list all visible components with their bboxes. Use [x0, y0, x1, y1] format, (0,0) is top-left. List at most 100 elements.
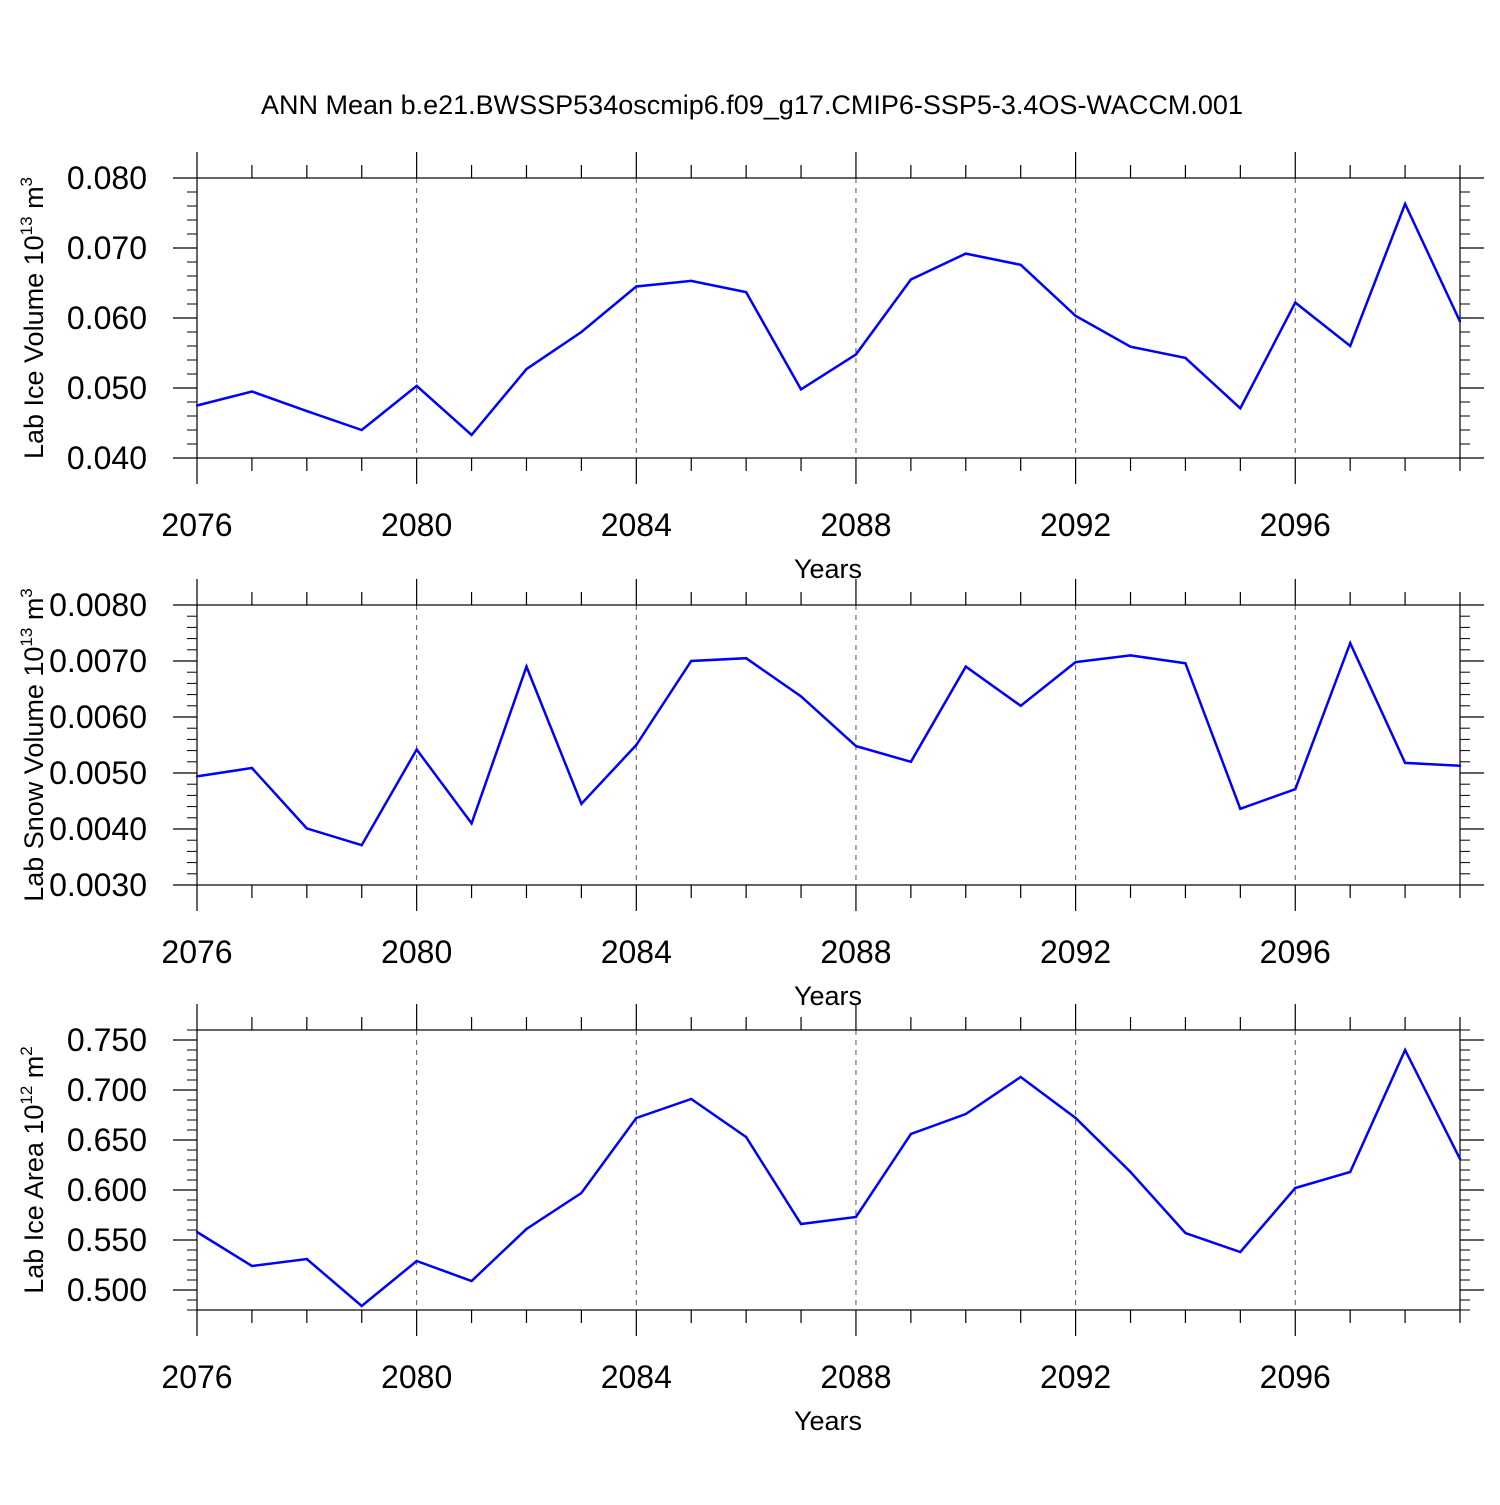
data-point — [1294, 301, 1297, 304]
data-point — [1403, 761, 1407, 765]
data-point — [1129, 654, 1132, 657]
y-tick-label: 0.600 — [67, 1172, 147, 1208]
y-label-unit: m — [19, 598, 49, 628]
x-tick-label: 2092 — [1040, 934, 1111, 970]
data-point — [854, 744, 858, 748]
data-point — [580, 330, 583, 334]
y-label-exponent: 12 — [17, 1086, 36, 1105]
y-label-unit: m — [19, 186, 49, 216]
data-point — [744, 290, 748, 294]
data-point — [1348, 344, 1352, 348]
panel-1: 2076 2080 2084 2088 2092 2096 Years 0.040 0.050 0… — [17, 152, 1484, 584]
x-tick-label: 2088 — [820, 507, 891, 543]
x-tick-label: 2076 — [161, 507, 232, 543]
y-tick-label: 0.500 — [67, 1272, 147, 1308]
data-point — [415, 748, 418, 751]
data-point — [1074, 1116, 1077, 1120]
data-point — [1074, 314, 1077, 318]
y-label-unit: m — [19, 1056, 49, 1086]
data-point — [360, 1304, 363, 1308]
data-point — [1239, 807, 1242, 811]
data-point — [195, 775, 199, 778]
y-tick-label: 0.0030 — [49, 867, 147, 903]
data-point — [580, 1191, 583, 1195]
x-tick-label: 2096 — [1260, 934, 1331, 970]
data-point — [1184, 1231, 1187, 1235]
x-tick-label: 2080 — [381, 1359, 452, 1395]
data-point — [1403, 1048, 1407, 1052]
y-tick-label: 0.0070 — [49, 643, 147, 679]
y-label-exponent: 13 — [17, 628, 36, 647]
data-point — [1239, 1250, 1242, 1254]
data-point — [195, 404, 199, 407]
data-point — [1348, 1170, 1352, 1174]
data-point — [799, 695, 803, 698]
panel-2: 2076 2080 2084 2088 2092 2096 Years 0.0030 0.004… — [17, 579, 1484, 1011]
y-tick-label: 0.050 — [67, 370, 147, 406]
y-axis-label: Lab Ice Volume 1013 m3 — [17, 177, 49, 459]
y-tick-label: 0.550 — [67, 1222, 147, 1258]
y-label-text: Lab Ice Area 10 — [19, 1105, 49, 1294]
plot-frame — [196, 177, 1461, 459]
data-point — [250, 1264, 254, 1268]
y-label-text: Lab Ice Volume 10 — [19, 235, 49, 459]
data-point — [1458, 320, 1462, 323]
data-point — [635, 285, 638, 288]
x-axis-label: Years — [794, 554, 862, 584]
y-tick-label: 0.040 — [67, 440, 147, 476]
data-point — [690, 659, 693, 663]
data-point — [360, 844, 363, 847]
series-line — [196, 1047, 1462, 1308]
data-point — [635, 743, 638, 747]
y-tick-label: 0.0060 — [49, 699, 147, 735]
data-point — [1184, 662, 1187, 665]
data-point — [1129, 1170, 1132, 1174]
data-point — [250, 766, 254, 770]
y-tick-label: 0.0050 — [49, 755, 147, 791]
y-label-exponent: 13 — [17, 216, 36, 235]
data-point — [964, 665, 967, 668]
data-point — [470, 1279, 473, 1283]
y-tick-label: 0.070 — [67, 230, 147, 266]
y-tick-label: 0.750 — [67, 1022, 147, 1058]
data-point — [360, 428, 363, 432]
y-label-unit-exponent: 3 — [17, 177, 36, 186]
data-point — [1074, 660, 1077, 664]
series-line — [196, 639, 1461, 847]
data-point — [305, 827, 309, 830]
figure-title: ANN Mean b.e21.BWSSP534oscmip6.f09_g17.C… — [261, 90, 1243, 120]
data-point — [909, 1132, 913, 1136]
y-axis-label: Lab Snow Volume 1013 m3 — [17, 588, 49, 902]
x-tick-label: 2080 — [381, 934, 452, 970]
x-tick-label: 2076 — [161, 934, 232, 970]
data-point — [690, 279, 693, 283]
plot-frame — [196, 604, 1461, 886]
data-point — [1239, 407, 1242, 410]
x-tick-label: 2084 — [601, 1359, 672, 1395]
data-point — [1458, 1157, 1462, 1161]
data-point — [1403, 202, 1407, 206]
data-point — [415, 384, 418, 388]
data-point — [799, 1222, 803, 1226]
data-point — [525, 367, 528, 371]
x-tick-label: 2076 — [161, 1359, 232, 1395]
data-point — [744, 1135, 748, 1139]
data-point — [1019, 263, 1022, 266]
panel-3: 2076 2080 2084 2088 2092 2096 Years 0.500 0.550 0… — [17, 1004, 1484, 1436]
data-point — [1019, 704, 1022, 707]
y-label-unit-exponent: 2 — [17, 1046, 36, 1055]
data-point — [525, 1227, 528, 1231]
data-point — [744, 657, 748, 660]
x-tick-label: 2080 — [381, 507, 452, 543]
y-tick-label: 0.060 — [67, 300, 147, 336]
x-tick-label: 2088 — [820, 1359, 891, 1395]
data-point — [690, 1097, 693, 1101]
data-point — [1019, 1075, 1022, 1079]
data-point — [854, 1215, 858, 1219]
y-tick-label: 0.0040 — [49, 811, 147, 847]
data-point — [305, 1257, 309, 1261]
data-point — [1129, 345, 1132, 348]
x-tick-label: 2092 — [1040, 1359, 1111, 1395]
data-point — [580, 802, 583, 805]
y-tick-label: 0.650 — [67, 1122, 147, 1158]
